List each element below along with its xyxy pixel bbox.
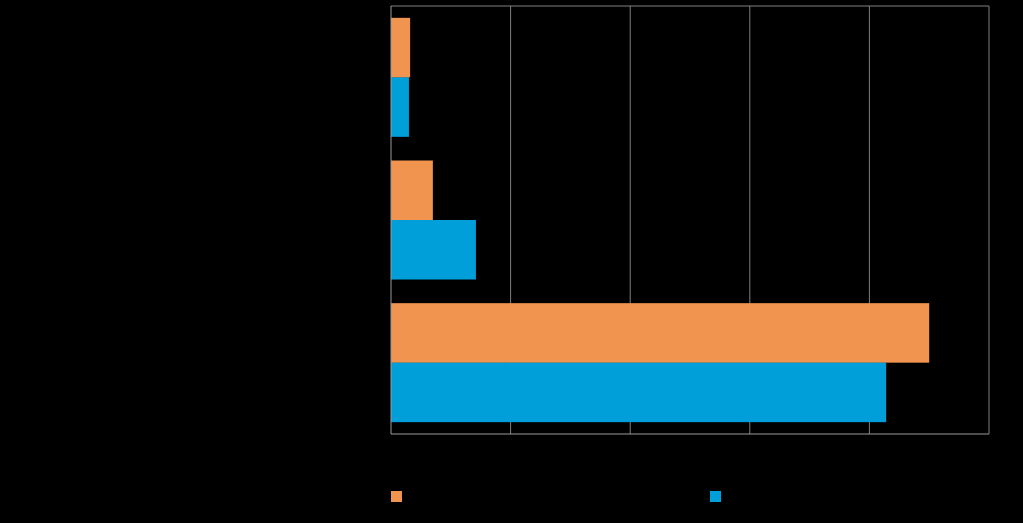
bar-series2-cat2 bbox=[391, 220, 476, 280]
legend-marker-series2 bbox=[710, 491, 721, 502]
bar-series1-cat2 bbox=[391, 160, 433, 220]
bar-series1-cat1 bbox=[391, 17, 411, 78]
bar-series2-cat3 bbox=[391, 362, 887, 423]
legend-marker-series1 bbox=[391, 491, 402, 502]
bar-series1-cat3 bbox=[391, 303, 930, 363]
legend bbox=[391, 491, 721, 502]
axes bbox=[390, 6, 989, 435]
bar-series2-cat1 bbox=[391, 77, 409, 137]
bars bbox=[391, 17, 930, 423]
